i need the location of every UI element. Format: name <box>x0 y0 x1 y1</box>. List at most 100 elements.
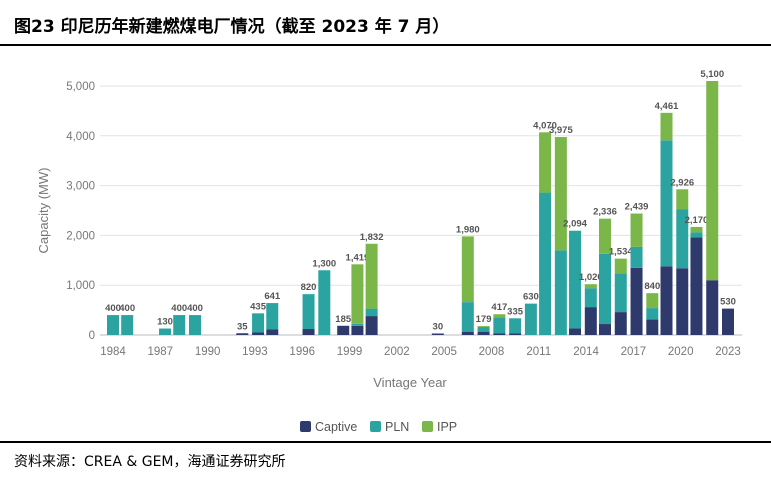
legend-label-ipp: IPP <box>437 420 457 434</box>
data-label: 1,832 <box>360 232 384 243</box>
bar-segment-captive <box>599 324 611 335</box>
bar-segment-pln <box>646 308 659 320</box>
bar-segment-ipp <box>676 189 689 210</box>
data-label: 35 <box>237 321 248 332</box>
figure-title: 图23 印尼历年新建燃煤电厂情况（截至 2023 年 7 月） <box>14 17 450 37</box>
data-label: 4,461 <box>655 101 679 112</box>
y-tick-label: 0 <box>89 330 95 342</box>
x-tick-label: 2023 <box>715 346 741 358</box>
data-label: 400 <box>171 303 187 314</box>
data-label: 4,070 <box>533 120 557 131</box>
bar-segment-pln <box>554 250 567 335</box>
data-label: 1,534 <box>609 247 633 258</box>
data-label: 1,419 <box>346 252 370 263</box>
data-label: 2,439 <box>625 202 649 213</box>
data-label: 435 <box>250 301 267 312</box>
bar-segment-captive <box>509 333 522 335</box>
legend-swatch-pln <box>370 421 381 432</box>
bar-segment-pln <box>509 318 522 334</box>
bar-segment-ipp <box>584 284 597 289</box>
data-label: 400 <box>187 303 203 314</box>
x-tick-label: 1987 <box>148 346 174 358</box>
y-tick-label: 4,000 <box>66 131 95 143</box>
bar-segment-pln <box>351 323 364 326</box>
bar-segment-captive <box>493 333 506 335</box>
y-tick-label: 3,000 <box>66 181 95 193</box>
bar-segment-pln <box>690 232 703 238</box>
bar-segment-ipp <box>493 314 506 318</box>
source-note: 资料来源：CREA & GEM，海通证券研究所 <box>14 454 286 470</box>
x-tick-label: 1996 <box>289 346 315 358</box>
bar-segment-ipp <box>630 213 643 247</box>
x-tick-label: 1999 <box>337 346 363 358</box>
bar-segment-captive <box>706 280 719 335</box>
bar-segment-pln <box>539 192 552 335</box>
data-label: 2,336 <box>593 207 617 218</box>
bar-segment-captive <box>676 268 689 335</box>
bar-segment-pln <box>266 303 279 330</box>
legend-swatch-captive <box>300 421 311 432</box>
bar-segment-pln <box>524 303 537 335</box>
data-label: 130 <box>157 317 173 328</box>
y-axis-title: Capacity (MW) <box>36 168 51 254</box>
data-label: 1,980 <box>456 224 480 235</box>
bar-segment-captive <box>477 332 490 335</box>
data-label: 2,170 <box>685 215 709 226</box>
data-label: 2,926 <box>670 177 694 188</box>
bar-segment-captive <box>660 266 673 335</box>
bar-segment-captive <box>252 332 265 335</box>
bar-segment-ipp <box>539 132 552 193</box>
data-label: 1,020 <box>579 272 603 283</box>
bar-segment-pln <box>189 315 201 335</box>
y-tick-label: 1,000 <box>66 280 95 292</box>
x-tick-label: 2017 <box>621 346 647 358</box>
bar-segment-ipp <box>660 112 673 141</box>
title-bar: 图23 印尼历年新建燃煤电厂情况（截至 2023 年 7 月） <box>0 0 771 46</box>
data-label: 2,094 <box>563 219 587 230</box>
x-tick-label: 2005 <box>431 346 457 358</box>
bar-segment-ipp <box>599 218 611 254</box>
data-label: 840 <box>644 281 660 292</box>
bar-segment-pln <box>159 328 172 335</box>
bar-segment-pln <box>660 140 673 267</box>
data-label: 400 <box>119 303 135 314</box>
legend-swatch-ipp <box>422 421 433 432</box>
x-axis-title: Vintage Year <box>373 375 447 390</box>
data-label: 820 <box>301 282 317 293</box>
bar-segment-captive <box>365 316 378 335</box>
bar-segment-ipp <box>351 264 364 324</box>
x-tick-label: 1990 <box>195 346 221 358</box>
y-tick-label: 2,000 <box>66 230 95 242</box>
bar-segment-captive <box>584 307 597 335</box>
data-label: 335 <box>507 306 524 317</box>
bar-segment-captive <box>569 328 582 335</box>
bar-segment-ipp <box>690 226 703 233</box>
data-label: 185 <box>335 314 352 325</box>
y-tick-label: 5,000 <box>66 81 95 93</box>
bar-segment-captive <box>614 312 627 335</box>
data-label: 400 <box>105 303 121 314</box>
x-tick-label: 2014 <box>573 346 599 358</box>
bar-segment-pln <box>599 253 611 325</box>
bar-segment-ipp <box>477 326 490 328</box>
bar-segment-captive <box>690 237 703 335</box>
data-label: 417 <box>491 302 507 313</box>
bar-segment-captive <box>722 308 734 335</box>
x-tick-label: 1993 <box>242 346 268 358</box>
bar-segment-ipp <box>646 293 659 309</box>
bar-segment-pln <box>107 315 119 335</box>
bar-segment-captive <box>236 333 249 335</box>
bar-segment-captive <box>646 319 659 335</box>
legend-label-pln: PLN <box>385 420 409 434</box>
bar-segment-captive <box>302 329 315 335</box>
bar-segment-captive <box>266 329 279 335</box>
x-tick-label: 2011 <box>526 346 551 358</box>
bar-segment-pln <box>173 315 186 335</box>
bar-segment-pln <box>584 288 597 308</box>
bar-segment-pln <box>569 230 582 329</box>
bar-segment-ipp <box>461 236 474 303</box>
stacked-bar-chart: 0 1,000 2,000 3,000 4,000 5,000 1984 1987 1990 19… <box>36 69 742 434</box>
data-label: 630 <box>523 292 539 303</box>
x-tick-label: 2002 <box>384 346 410 358</box>
bar-segment-pln <box>630 246 643 268</box>
